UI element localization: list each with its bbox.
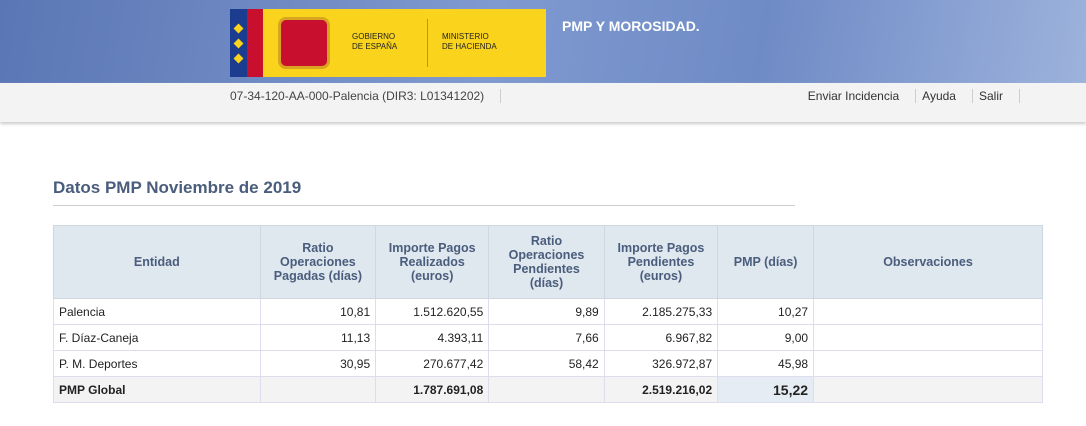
cell: Palencia: [53, 298, 261, 325]
cell: [813, 350, 1043, 377]
entity-label: 07-34-120-AA-000-Palencia (DIR3: L013412…: [230, 89, 502, 103]
column-header: Observaciones: [813, 225, 1043, 299]
cell: 45,98: [717, 350, 815, 377]
data-row: F. Díaz-Caneja 11,13 4.393,11 7,66 6.967,82 9…: [53, 324, 1043, 351]
cell: [813, 298, 1043, 325]
column-header: Ratio Operaciones Pendientes (días): [488, 225, 605, 299]
total-cell: PMP Global: [53, 376, 261, 403]
cell: 326.972,87: [603, 350, 719, 377]
logo-text: MINISTERIO DE HACIENDA: [442, 32, 497, 52]
nav-link[interactable]: Ayuda: [916, 89, 973, 103]
pmp-table: Entidad Ratio Operaciones Pagadas (días) I…: [53, 225, 1043, 403]
separator: [427, 19, 428, 67]
data-row: Palencia 10,81 1.512.620,55 9,89 2.185.275,3…: [53, 298, 1043, 325]
logo: GOBIERNO DE ESPAÑA MINISTERIO DE HACIENDA: [230, 9, 546, 77]
total-cell: [813, 376, 1043, 403]
app-title: PMP Y MOROSIDAD.: [562, 18, 700, 34]
header-row: Entidad Ratio Operaciones Pagadas (días) I…: [53, 225, 1043, 299]
logo-line: MINISTERIO: [442, 32, 489, 41]
total-cell: [259, 376, 377, 403]
cell: 6.967,82: [603, 324, 719, 351]
coat-of-arms: [278, 17, 330, 69]
cell: 10,81: [259, 298, 377, 325]
cell: F. Díaz-Caneja: [53, 324, 261, 351]
total-cell: [488, 376, 605, 403]
cell: 2.185.275,33: [603, 298, 719, 325]
cell: 4.393,11: [375, 324, 490, 351]
column-header: Importe Pagos Realizados (euros): [375, 225, 490, 299]
logo-line: GOBIERNO: [352, 32, 396, 41]
logo-line: DE ESPAÑA: [352, 42, 398, 51]
cell: 270.677,42: [375, 350, 490, 377]
column-header: Ratio Operaciones Pagadas (días): [259, 225, 377, 299]
total-cell: 15,22: [717, 376, 815, 403]
cell: 7,66: [488, 324, 605, 351]
banner: GOBIERNO DE ESPAÑA MINISTERIO DE HACIENDA …: [0, 0, 1086, 83]
cell: 30,95: [259, 350, 377, 377]
flag-strip: [230, 9, 247, 77]
cell: 58,42: [488, 350, 605, 377]
data-row: P. M. Deportes 30,95 270.677,42 58,42 326.97…: [53, 350, 1043, 377]
cell: 1.512.620,55: [375, 298, 490, 325]
logo-line: DE HACIENDA: [442, 42, 497, 51]
star: [233, 53, 244, 64]
subbar: 07-34-120-AA-000-Palencia (DIR3: L013412…: [0, 83, 1086, 122]
total-row: PMP Global 1.787.691,08 2.519.216,02 15,22: [53, 376, 1043, 403]
total-cell: 1.787.691,08: [375, 376, 490, 403]
flag-strip: [247, 9, 263, 77]
star: [233, 23, 244, 34]
nav-link[interactable]: Salir: [973, 89, 1020, 103]
section-title: Datos PMP Noviembre de 2019: [53, 178, 795, 206]
cell: 10,27: [717, 298, 815, 325]
column-header: PMP (días): [717, 225, 815, 299]
column-header: Entidad: [53, 225, 261, 299]
cell: P. M. Deportes: [53, 350, 261, 377]
cell: 11,13: [259, 324, 377, 351]
nav-links: Enviar Incidencia Ayuda Salir: [802, 89, 1020, 103]
total-cell: 2.519.216,02: [603, 376, 719, 403]
column-header: Importe Pagos Pendientes (euros): [603, 225, 719, 299]
cell: [813, 324, 1043, 351]
cell: 9,00: [717, 324, 815, 351]
cell: 9,89: [488, 298, 605, 325]
star: [233, 38, 244, 49]
nav-link[interactable]: Enviar Incidencia: [802, 89, 917, 103]
logo-text: GOBIERNO DE ESPAÑA: [352, 32, 397, 52]
